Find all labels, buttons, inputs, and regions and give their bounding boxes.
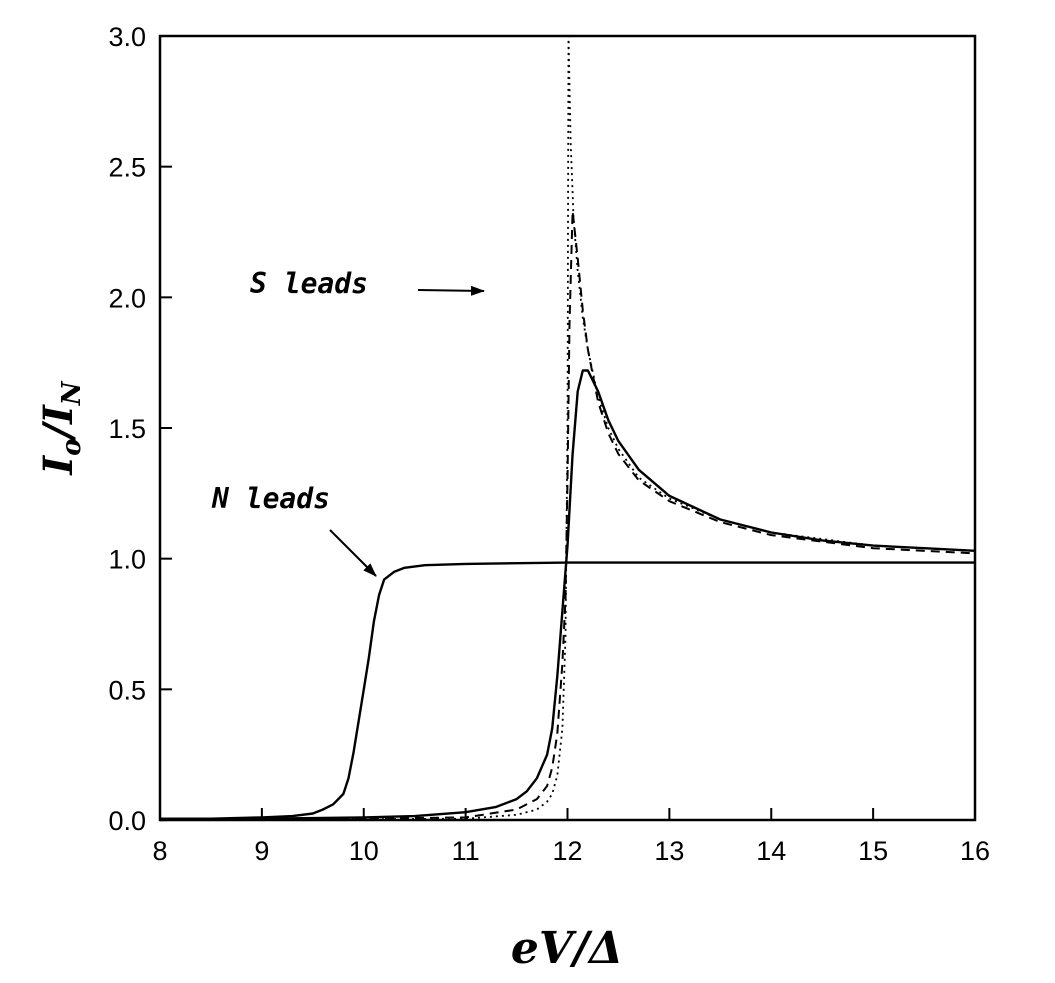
- n-leads-arrow: [329, 529, 377, 577]
- x-tick-label: 12: [552, 836, 582, 866]
- y-tick-label: 0.0: [108, 806, 146, 836]
- series-line-1: [159, 561, 975, 822]
- svg-text:Io/IN: Io/IN: [35, 380, 87, 475]
- s-leads-label: S leads: [250, 267, 368, 300]
- s-leads-arrow: [417, 285, 485, 296]
- x-tick-label: 9: [254, 836, 269, 866]
- x-tick-label: 11: [452, 836, 480, 866]
- y-tick-label: 2.0: [108, 283, 146, 313]
- y-axis-label-den: I: [35, 404, 82, 425]
- y-tick-label: 1.5: [108, 414, 146, 444]
- x-axis-label: eV/Δ: [511, 923, 623, 974]
- y-axis-label-densub: N: [57, 380, 87, 406]
- x-tick-label: 10: [349, 836, 379, 866]
- y-axis-label-sub: o: [57, 439, 87, 456]
- y-tick-label: 2.5: [108, 153, 146, 183]
- y-axis-label-slash: /: [35, 421, 82, 443]
- n-leads-label: N leads: [211, 482, 330, 515]
- y-tick-label: 1.0: [108, 545, 146, 575]
- series-line-3: [159, 210, 976, 821]
- x-tick-label: 15: [858, 836, 888, 866]
- x-tick-label: 13: [654, 836, 684, 866]
- y-tick-label: 0.5: [108, 675, 146, 705]
- x-tick-label: 8: [152, 836, 167, 866]
- x-tick-label: 16: [960, 836, 990, 866]
- y-axis-label-group: Io/IN: [35, 380, 87, 475]
- x-tick-label: 14: [756, 836, 786, 866]
- series-layer: [159, 35, 976, 822]
- series-line-4: [159, 35, 976, 821]
- y-axis-label-main: I: [35, 455, 82, 476]
- annotations-layer: S leads N leads: [211, 267, 485, 577]
- axis-ticks: 8 9 10 11 12 13 14 15 16 0.0 0.5 1.0 1.5 2.0 2.5 3.0: [108, 22, 990, 866]
- y-tick-label: 3.0: [108, 22, 146, 52]
